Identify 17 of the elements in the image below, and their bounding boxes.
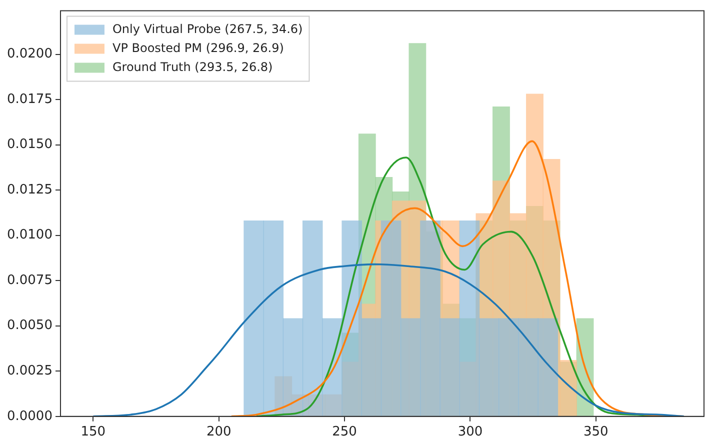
legend-label: Only Virtual Probe (267.5, 34.6)	[112, 22, 303, 36]
y-tick-label: 0.0000	[6, 408, 52, 424]
x-tick-label: 300	[458, 424, 483, 440]
x-tick-label: 200	[206, 424, 232, 440]
x-tick-label: 250	[332, 424, 357, 440]
y-tick-label: 0.0025	[6, 364, 52, 379]
y-tick-label: 0.0175	[6, 92, 52, 107]
legend-label: VP Boosted PM (296.9, 26.9)	[112, 40, 284, 55]
y-tick-label: 0.0150	[6, 137, 52, 152]
y-tick-label: 0.0050	[6, 318, 52, 334]
x-tick-label: 350	[583, 424, 608, 440]
legend-label: Ground Truth (293.5, 26.8)	[112, 60, 273, 74]
y-tick-label: 0.0200	[6, 46, 52, 62]
y-tick-label: 0.0075	[6, 272, 52, 288]
x-tick-label: 150	[80, 424, 106, 440]
y-tick-label: 0.0125	[6, 182, 52, 198]
y-tick-label: 0.0100	[6, 228, 52, 243]
